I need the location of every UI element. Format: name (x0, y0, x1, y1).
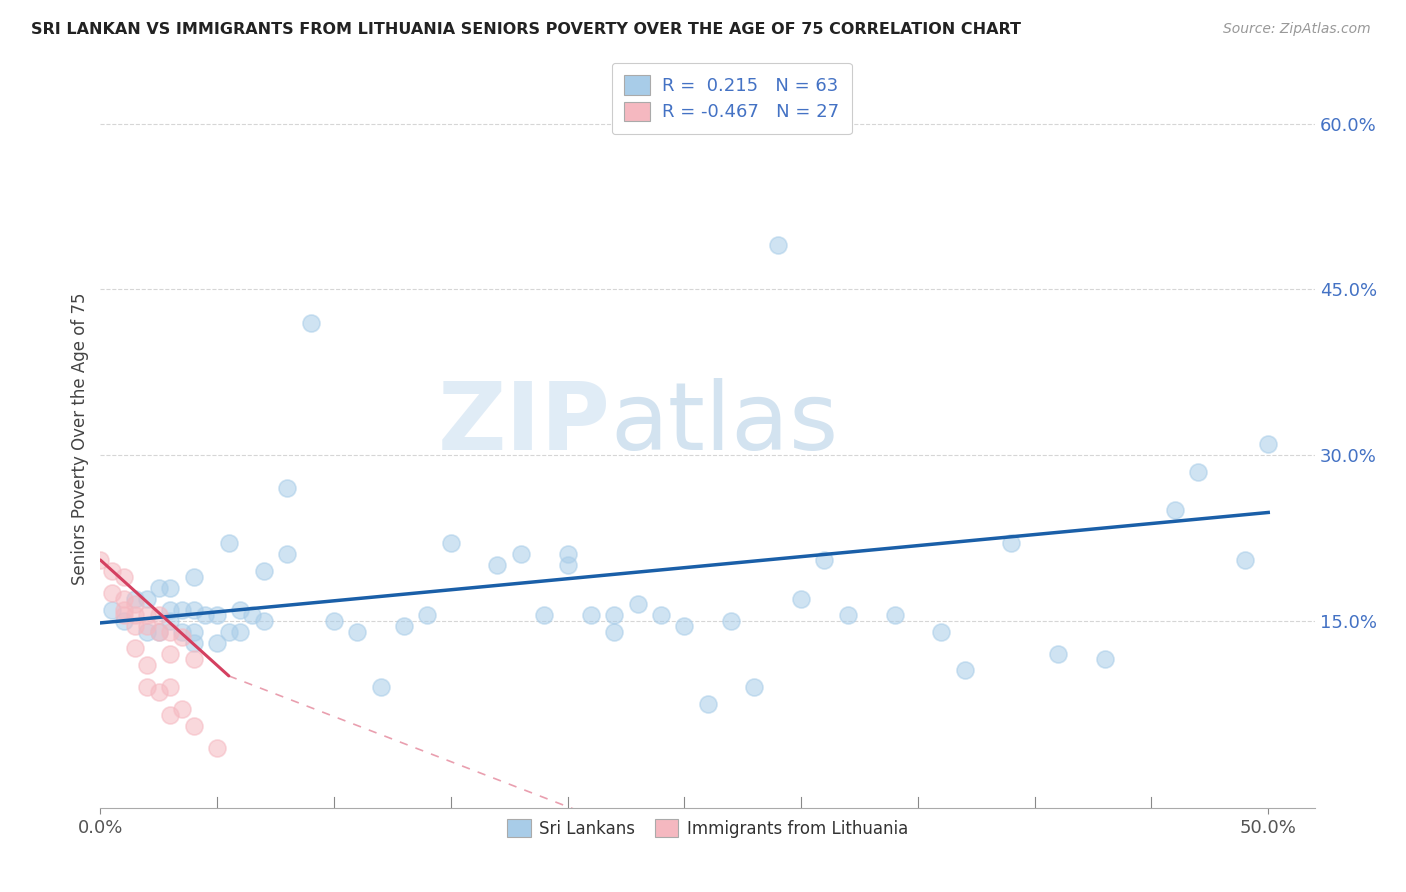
Point (1000, 536, 1022, 550)
Point (1233, 553, 1256, 567)
Point (650, 608, 672, 623)
Point (603, 608, 626, 623)
Point (1257, 437, 1279, 451)
Point (159, 680, 181, 694)
Point (172, 624, 194, 639)
Point (159, 581, 181, 595)
Point (229, 602, 252, 616)
Point (603, 624, 626, 639)
Point (159, 602, 181, 616)
Y-axis label: Seniors Poverty Over the Age of 75: Seniors Poverty Over the Age of 75 (72, 293, 89, 585)
Point (183, 569, 205, 583)
Text: ZIP: ZIP (437, 377, 610, 470)
Point (172, 702, 194, 716)
Text: Source: ZipAtlas.com: Source: ZipAtlas.com (1223, 22, 1371, 37)
Point (159, 707, 181, 722)
Point (112, 608, 135, 623)
Point (101, 602, 124, 616)
Point (813, 553, 835, 567)
Point (253, 614, 276, 628)
Point (183, 718, 205, 732)
Point (673, 619, 696, 633)
Point (112, 569, 135, 583)
Point (136, 591, 159, 606)
Point (136, 680, 159, 694)
Point (720, 614, 742, 628)
Point (240, 608, 263, 623)
Point (218, 536, 240, 550)
Point (205, 740, 228, 755)
Point (148, 581, 170, 595)
Point (124, 619, 146, 633)
Point (136, 657, 159, 672)
Point (112, 591, 135, 606)
Point (766, 238, 789, 252)
Point (790, 591, 813, 606)
Point (486, 558, 509, 573)
Point (299, 316, 322, 330)
Point (276, 548, 298, 562)
Point (557, 548, 579, 562)
Point (218, 624, 240, 639)
Point (183, 602, 205, 616)
Point (101, 586, 124, 600)
Point (929, 624, 952, 639)
Point (148, 624, 170, 639)
Point (1047, 647, 1070, 661)
Point (194, 608, 217, 623)
Point (89, 553, 111, 567)
Point (101, 564, 124, 578)
Point (148, 685, 170, 699)
Point (136, 619, 159, 633)
Point (626, 597, 648, 611)
Point (1164, 503, 1187, 517)
Point (172, 630, 194, 644)
Point (159, 614, 181, 628)
Point (253, 564, 276, 578)
Point (172, 602, 194, 616)
Point (953, 664, 976, 678)
Point (136, 608, 159, 623)
Point (533, 608, 555, 623)
Point (159, 624, 181, 639)
Point (124, 597, 146, 611)
Point (183, 636, 205, 650)
Point (183, 624, 205, 639)
Point (440, 536, 463, 550)
Point (148, 608, 170, 623)
Point (744, 680, 766, 694)
Text: SRI LANKAN VS IMMIGRANTS FROM LITHUANIA SENIORS POVERTY OVER THE AGE OF 75 CORRE: SRI LANKAN VS IMMIGRANTS FROM LITHUANIA … (31, 22, 1021, 37)
Point (370, 680, 392, 694)
Point (837, 608, 859, 623)
Point (183, 652, 205, 666)
Point (124, 608, 146, 623)
Point (159, 647, 181, 661)
Point (136, 624, 159, 639)
Point (112, 614, 135, 628)
Point (148, 624, 170, 639)
Point (579, 608, 602, 623)
Point (696, 697, 718, 711)
Point (124, 591, 146, 606)
Point (205, 636, 228, 650)
Point (416, 608, 439, 623)
Point (392, 619, 415, 633)
Text: atlas: atlas (610, 377, 839, 470)
Point (229, 624, 252, 639)
Point (112, 602, 135, 616)
Point (1187, 465, 1209, 479)
Point (883, 608, 905, 623)
Point (346, 624, 368, 639)
Legend: Sri Lankans, Immigrants from Lithuania: Sri Lankans, Immigrants from Lithuania (501, 813, 915, 845)
Point (124, 641, 146, 656)
Point (1094, 652, 1116, 666)
Point (205, 608, 228, 623)
Point (557, 558, 579, 573)
Point (276, 481, 298, 495)
Point (323, 614, 346, 628)
Point (509, 548, 531, 562)
